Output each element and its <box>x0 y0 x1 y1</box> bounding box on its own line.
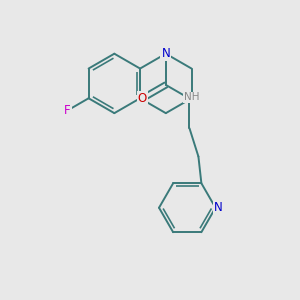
Text: F: F <box>64 104 71 117</box>
Text: N: N <box>161 47 170 60</box>
Text: O: O <box>137 92 147 105</box>
Text: N: N <box>214 201 223 214</box>
Text: NH: NH <box>184 92 199 102</box>
